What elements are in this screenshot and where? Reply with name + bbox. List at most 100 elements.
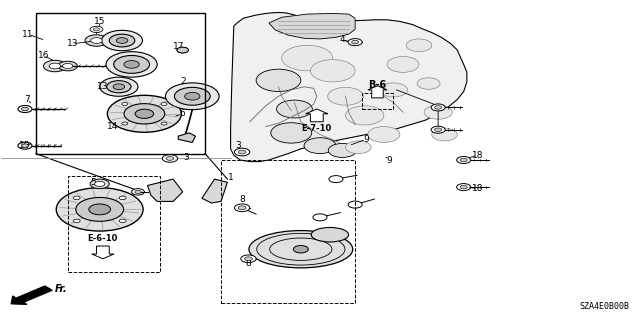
Circle shape	[431, 104, 445, 111]
Circle shape	[166, 83, 219, 110]
Bar	[362, 93, 394, 109]
Text: 8: 8	[239, 195, 245, 204]
Text: 18: 18	[472, 151, 483, 160]
Circle shape	[282, 45, 333, 71]
Text: 13: 13	[97, 82, 109, 91]
Circle shape	[271, 123, 312, 143]
Circle shape	[100, 77, 138, 96]
Circle shape	[348, 201, 362, 208]
Circle shape	[329, 176, 343, 183]
FancyArrow shape	[306, 109, 328, 122]
Circle shape	[161, 122, 167, 125]
Circle shape	[238, 206, 246, 210]
Circle shape	[417, 78, 440, 89]
Circle shape	[102, 30, 143, 51]
Ellipse shape	[249, 231, 353, 268]
Circle shape	[432, 128, 458, 141]
Circle shape	[460, 158, 467, 162]
Circle shape	[44, 60, 67, 72]
Polygon shape	[202, 179, 227, 203]
Circle shape	[90, 179, 109, 189]
Circle shape	[18, 142, 32, 149]
Circle shape	[124, 60, 140, 68]
Polygon shape	[269, 13, 355, 39]
Circle shape	[276, 100, 312, 118]
Circle shape	[22, 107, 28, 111]
Circle shape	[348, 39, 362, 46]
Text: 17: 17	[172, 42, 184, 52]
Circle shape	[435, 106, 442, 109]
Circle shape	[93, 28, 100, 31]
Circle shape	[166, 156, 173, 160]
Polygon shape	[148, 179, 182, 201]
Circle shape	[256, 69, 301, 92]
FancyArrow shape	[11, 286, 52, 304]
Text: 3: 3	[236, 141, 241, 150]
Circle shape	[124, 104, 164, 124]
Circle shape	[328, 87, 364, 105]
Circle shape	[135, 190, 141, 194]
Text: 11: 11	[22, 30, 34, 39]
Polygon shape	[178, 133, 195, 142]
Circle shape	[76, 197, 124, 221]
Circle shape	[108, 95, 181, 132]
Circle shape	[107, 81, 131, 93]
Circle shape	[132, 189, 145, 195]
Circle shape	[346, 141, 371, 154]
Circle shape	[328, 143, 356, 157]
Circle shape	[163, 155, 177, 162]
Text: 16: 16	[38, 51, 49, 60]
Circle shape	[304, 138, 336, 154]
Text: Fr.: Fr.	[55, 284, 68, 294]
Circle shape	[293, 245, 308, 253]
Circle shape	[113, 84, 125, 90]
Circle shape	[431, 126, 445, 133]
Circle shape	[95, 181, 105, 187]
Circle shape	[135, 109, 154, 118]
Circle shape	[368, 126, 400, 142]
Circle shape	[180, 49, 186, 52]
Text: 8: 8	[246, 259, 252, 268]
Text: 3: 3	[183, 153, 189, 162]
Circle shape	[435, 128, 442, 132]
Circle shape	[22, 144, 28, 148]
FancyArrow shape	[92, 246, 114, 259]
Bar	[221, 160, 355, 303]
Text: E-6-10: E-6-10	[88, 234, 118, 243]
Text: 12: 12	[118, 58, 129, 67]
Text: 9: 9	[363, 135, 369, 144]
Circle shape	[457, 156, 470, 164]
Circle shape	[424, 105, 452, 119]
Text: 2: 2	[180, 77, 186, 86]
Circle shape	[109, 34, 135, 47]
Circle shape	[234, 148, 250, 156]
Bar	[36, 13, 205, 154]
Circle shape	[56, 188, 143, 231]
Text: E-7-10: E-7-10	[301, 124, 332, 132]
Ellipse shape	[311, 228, 349, 242]
Circle shape	[85, 35, 108, 46]
Circle shape	[58, 61, 77, 71]
Circle shape	[313, 214, 327, 221]
Circle shape	[119, 196, 126, 200]
Circle shape	[89, 204, 111, 215]
Circle shape	[234, 204, 250, 212]
Text: 1: 1	[228, 173, 234, 182]
Circle shape	[406, 39, 432, 52]
Circle shape	[351, 40, 358, 44]
Circle shape	[91, 38, 102, 44]
Circle shape	[119, 219, 126, 223]
Circle shape	[174, 87, 210, 105]
Text: SZA4E0B00B: SZA4E0B00B	[580, 302, 630, 311]
Text: 9: 9	[386, 156, 392, 164]
Circle shape	[49, 63, 61, 69]
Text: 18: 18	[472, 184, 483, 193]
Circle shape	[161, 102, 167, 106]
Circle shape	[241, 255, 256, 263]
Circle shape	[177, 47, 188, 53]
Circle shape	[460, 185, 467, 189]
Text: 4: 4	[340, 35, 345, 44]
Circle shape	[114, 55, 150, 73]
Circle shape	[310, 60, 355, 82]
FancyArrow shape	[368, 86, 387, 98]
